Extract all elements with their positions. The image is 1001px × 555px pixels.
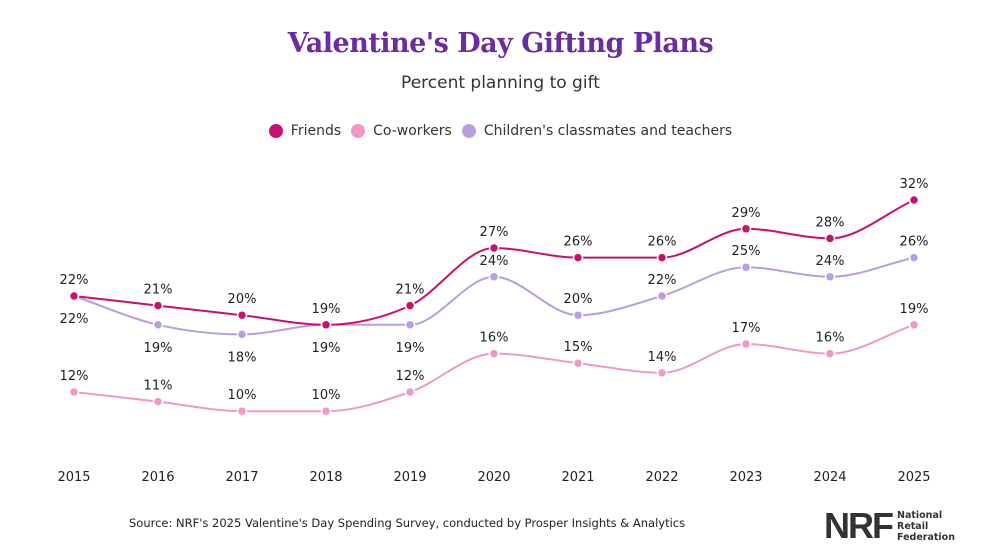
data-point-friends [656,252,668,263]
data-point-children [236,329,248,340]
data-label-friends: 32% [900,177,929,192]
legend-swatch [268,124,283,138]
legend-label: Friends [290,123,342,139]
data-point-children [488,271,500,283]
data-point-children [656,290,668,302]
data-label-children: 22% [648,273,677,288]
data-point-children [908,252,920,263]
data-label-coworkers: 12% [396,369,425,384]
data-point-children [824,271,836,283]
data-point-coworkers [320,405,332,417]
x-tick-label: 2022 [645,470,678,485]
data-point-coworkers [824,348,836,359]
data-label-children: 18% [228,350,257,365]
x-tick-label: 2015 [57,470,90,485]
data-label-children: 19% [312,341,341,356]
legend-item-children: Children's classmates and teachers [461,123,733,139]
data-point-friends [236,309,248,321]
data-label-coworkers: 12% [60,369,89,384]
data-label-children: 20% [564,292,593,307]
data-label-children: 25% [732,244,761,259]
chart-subtitle: Percent planning to gift [401,73,600,93]
x-tick-label: 2021 [561,470,594,485]
data-point-coworkers [68,386,80,398]
x-tick-label: 2018 [309,470,342,485]
data-label-friends: 21% [396,283,425,298]
data-label-coworkers: 17% [732,321,761,336]
x-tick-label: 2019 [393,470,426,485]
data-point-coworkers [572,357,584,369]
data-point-children [572,309,584,321]
data-label-coworkers: 10% [228,388,257,403]
data-label-coworkers: 19% [900,302,929,317]
legend-item-coworkers: Co-workers [351,123,452,139]
legend-item-friends: Friends [268,123,342,139]
data-label-coworkers: 11% [144,379,173,394]
data-point-friends [488,242,500,254]
legend-swatch [351,124,366,138]
data-point-coworkers [740,338,752,350]
data-label-friends: 29% [732,206,761,221]
data-label-children: 19% [396,341,425,356]
data-label-coworkers: 14% [648,350,677,365]
data-point-coworkers [488,348,500,359]
data-label-friends: 27% [480,225,509,240]
x-tick-label: 2025 [897,470,930,485]
data-label-friends: 19% [312,302,341,317]
data-label-children: 24% [816,254,845,269]
data-point-coworkers [908,319,920,331]
legend-swatch [461,124,476,138]
data-point-friends [320,319,332,331]
data-point-friends [908,194,920,206]
data-point-children [404,319,416,331]
data-point-coworkers [656,367,668,379]
x-tick-label: 2017 [225,470,258,485]
data-label-friends: 26% [648,235,677,250]
data-label-coworkers: 15% [564,340,593,355]
data-label-friends: 28% [816,215,845,230]
data-label-friends: 20% [228,292,257,307]
nrf-logo: NRF National Retail Federation [824,505,955,546]
data-label-children: 24% [480,254,509,269]
x-tick-label: 2020 [477,470,510,485]
data-label-coworkers: 16% [480,331,509,346]
data-label-coworkers: 10% [312,388,341,403]
source-note: Source: NRF's 2025 Valentine's Day Spend… [129,516,686,530]
data-point-children [740,261,752,273]
legend-label: Children's classmates and teachers [483,123,733,139]
legend-label: Co-workers [373,123,452,139]
data-label-friends: 26% [564,235,593,250]
data-point-coworkers [152,396,164,407]
data-point-coworkers [404,386,416,398]
series-line-children [73,256,915,336]
data-label-friends: 21% [144,283,173,298]
chart-title: Valentine's Day Gifting Plans [287,28,714,59]
x-tick-label: 2024 [813,470,846,485]
legend: Friends Co-workers Children's classmates… [0,123,1001,139]
data-point-friends [404,300,416,311]
x-tick-label: 2016 [141,470,174,485]
data-label-children: 19% [144,341,173,356]
data-point-friends [572,252,584,263]
data-point-friends [824,233,836,244]
data-label-friends: 22% [60,273,89,288]
data-point-coworkers [236,405,248,417]
data-point-friends [740,223,752,235]
data-label-coworkers: 16% [816,331,845,346]
data-point-friends [68,290,80,302]
data-label-children: 26% [900,235,929,250]
data-point-friends [152,300,164,311]
data-label-children: 22% [60,312,89,327]
x-tick-label: 2023 [729,470,762,485]
data-point-children [152,319,164,331]
